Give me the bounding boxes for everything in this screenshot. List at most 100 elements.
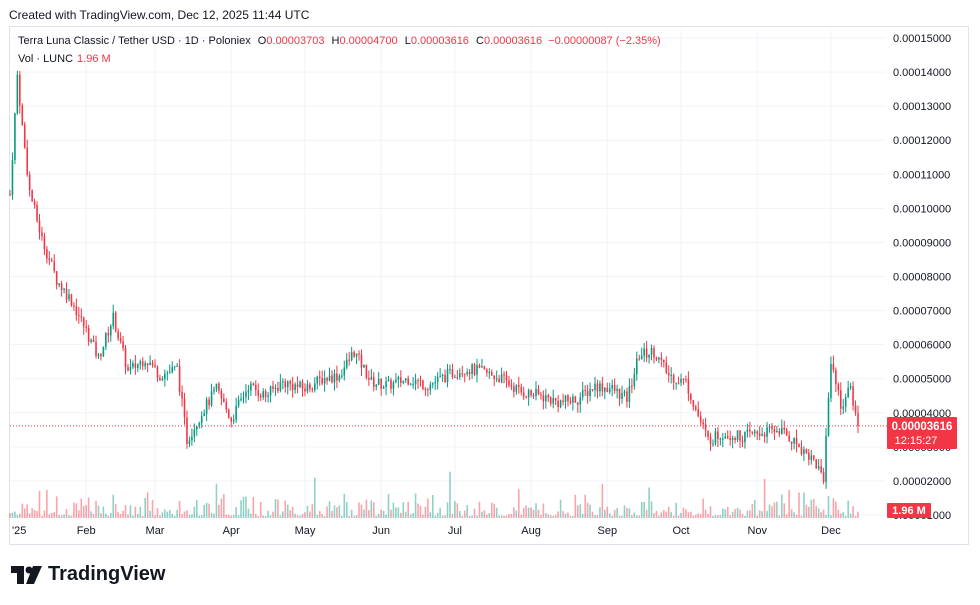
candle-body xyxy=(43,236,46,250)
x-tick-label: '25 xyxy=(12,525,26,537)
volume-bar xyxy=(559,499,562,518)
candle-body xyxy=(687,379,690,394)
candle-body xyxy=(264,391,267,397)
candle-body xyxy=(232,419,235,422)
candle-body xyxy=(134,363,137,368)
volume-bar xyxy=(781,494,783,518)
volume-bar xyxy=(41,515,43,518)
candle-body xyxy=(235,405,237,420)
candle-body xyxy=(731,437,734,440)
volume-bar xyxy=(299,515,301,518)
volume-bar xyxy=(527,507,530,518)
candle-body xyxy=(572,396,574,403)
volume-bar xyxy=(635,515,638,518)
candle-body xyxy=(790,441,793,444)
candle-body xyxy=(240,398,242,401)
candle-body xyxy=(53,261,56,272)
volume-bar xyxy=(535,503,537,518)
volume-bar xyxy=(412,513,414,518)
close-label: C xyxy=(476,35,484,47)
candle-body xyxy=(749,429,751,432)
volume-bar xyxy=(350,509,353,518)
volume-bar xyxy=(687,512,690,518)
candle-body xyxy=(569,400,572,403)
volume-bar xyxy=(215,483,218,518)
volume-bar xyxy=(272,511,274,518)
y-tick-label: 0.00004000 xyxy=(893,408,951,420)
candle-body xyxy=(171,367,174,372)
volume-bar xyxy=(200,515,203,518)
candle-body xyxy=(306,384,309,392)
volume-bar xyxy=(660,512,663,518)
candle-body xyxy=(392,382,395,389)
volume-bar xyxy=(599,507,601,518)
volume-bar xyxy=(493,503,496,518)
candle-body xyxy=(419,380,422,382)
volume-bar xyxy=(520,514,523,518)
candle-body xyxy=(402,380,405,383)
volume-bar xyxy=(495,507,498,518)
volume-bar xyxy=(476,515,478,518)
tradingview-brand[interactable]: TradingView xyxy=(11,563,165,586)
candle-body xyxy=(771,426,773,430)
candle-body xyxy=(213,389,215,392)
candle-body xyxy=(493,375,496,379)
candle-body xyxy=(387,379,390,382)
volume-bar xyxy=(141,515,144,518)
candle-body xyxy=(488,371,491,373)
candle-body xyxy=(800,447,803,455)
volume-bar xyxy=(837,509,840,518)
volume-bar xyxy=(245,496,247,518)
candle-body xyxy=(611,385,614,389)
candle-body xyxy=(60,283,63,290)
volume-bar xyxy=(203,504,205,518)
x-tick-label: Mar xyxy=(146,525,165,537)
volume-bar xyxy=(734,509,736,518)
candle-body xyxy=(313,383,316,391)
candle-body xyxy=(854,405,857,413)
candle-body xyxy=(92,339,95,342)
volume-bar xyxy=(793,512,795,518)
volume-bar xyxy=(286,504,289,518)
volume-bar xyxy=(766,510,768,518)
volume-bar xyxy=(242,496,245,518)
chart-frame[interactable] xyxy=(9,26,969,545)
candle-body xyxy=(370,377,373,380)
candle-body xyxy=(618,388,621,399)
volume-bar xyxy=(431,494,434,518)
volume-bar xyxy=(68,515,70,518)
volume-bar xyxy=(702,498,704,518)
candle-body xyxy=(100,354,102,357)
x-tick-label: Jun xyxy=(372,525,390,537)
candle-body xyxy=(78,315,80,317)
volume-bar xyxy=(665,511,668,518)
volume-bar xyxy=(213,513,215,518)
volume-bar xyxy=(778,515,781,518)
candle-body xyxy=(9,194,11,196)
candle-body xyxy=(781,427,783,435)
volume-bar xyxy=(758,510,761,518)
volume-bar xyxy=(803,492,805,518)
volume-bar xyxy=(365,499,368,518)
candle-body xyxy=(380,378,382,389)
candle-body xyxy=(466,372,468,375)
candle-body xyxy=(183,398,186,418)
volume-bar xyxy=(55,496,58,518)
volume-bar xyxy=(343,493,346,518)
candle-body xyxy=(510,385,513,387)
candle-body xyxy=(537,389,540,395)
volume-bar xyxy=(640,502,643,518)
volume-bar xyxy=(102,506,105,518)
candle-body xyxy=(365,364,368,379)
x-tick-label: Apr xyxy=(223,525,240,537)
volume-bar xyxy=(360,504,363,518)
volume-bar xyxy=(849,513,852,518)
volume-bar xyxy=(9,512,11,518)
volume-bar xyxy=(481,511,483,518)
volume-bar xyxy=(114,504,117,518)
volume-bar xyxy=(785,514,788,518)
candle-body xyxy=(326,378,328,381)
candle-body xyxy=(102,346,105,357)
candle-body xyxy=(279,381,282,391)
